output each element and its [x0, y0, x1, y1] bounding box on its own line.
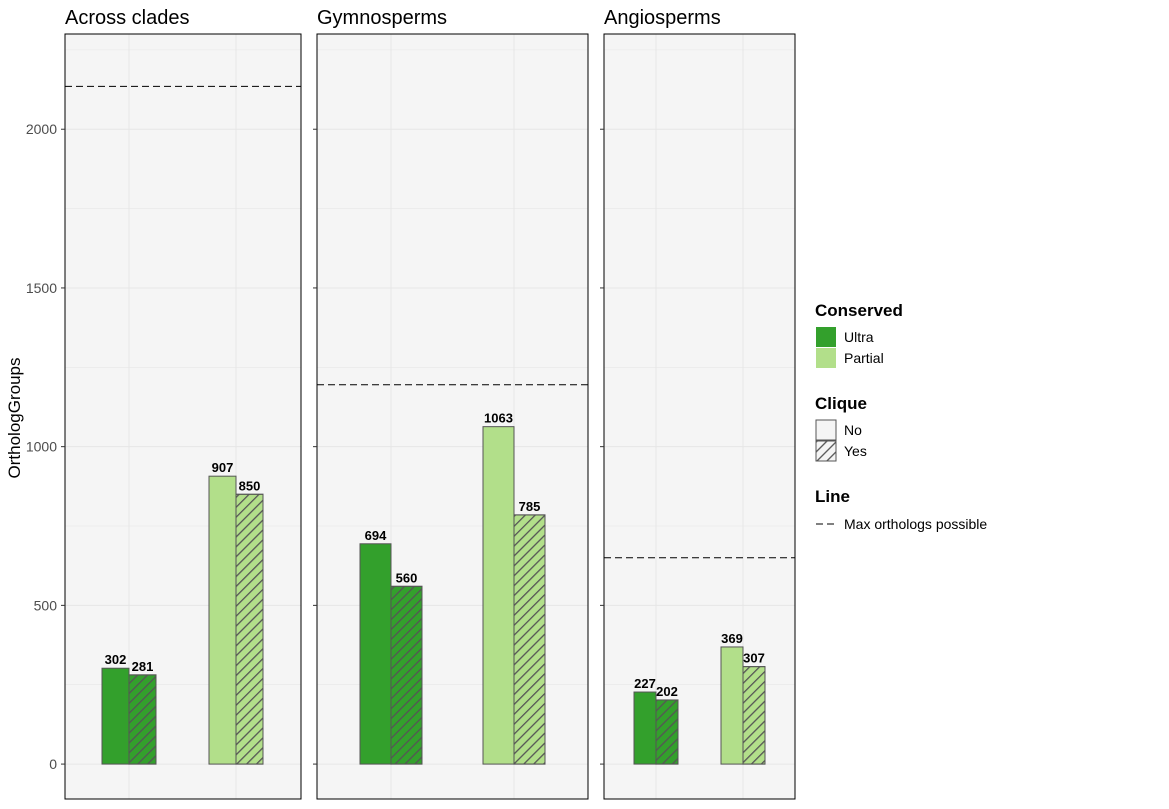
legend-swatch-partial	[816, 348, 836, 368]
legend-title-line: Line	[815, 487, 850, 506]
bar-data-label: 281	[132, 659, 154, 674]
bar-ultra-clique-no	[633, 691, 657, 765]
bar-data-label: 307	[743, 651, 765, 666]
y-axis-title: OrthologGroups	[5, 358, 24, 479]
legend-label: Yes	[844, 443, 867, 459]
panel-border	[316, 33, 589, 800]
y-tick-label: 1500	[26, 280, 57, 296]
y-tick-label: 500	[34, 597, 58, 613]
legend-swatch-clique-no	[815, 419, 837, 441]
legend-label: Ultra	[844, 329, 874, 345]
bar-hatch	[128, 674, 157, 765]
bar-ultra-clique-no	[359, 543, 392, 765]
legend-title-clique: Clique	[815, 394, 867, 413]
bar-hatch	[655, 699, 679, 765]
bar-partial-clique-no	[720, 646, 744, 765]
panel-background	[317, 34, 588, 799]
bar-data-label: 850	[239, 478, 261, 493]
panel-border	[64, 33, 302, 800]
panels-layer: Across clades 302 281 907 850 Gymnosperms 694 5…	[26, 7, 796, 800]
bar-data-label: 560	[396, 570, 418, 585]
bar-partial-clique-no	[482, 426, 515, 765]
bar-hatch	[742, 666, 766, 765]
legend-title-conserved: Conserved	[815, 301, 903, 320]
bar-data-label: 227	[634, 676, 656, 691]
bar-data-label: 1063	[484, 411, 513, 426]
panel-border	[603, 33, 796, 800]
legend-swatch-hatch	[815, 440, 837, 462]
legend-swatch-ultra	[816, 327, 836, 347]
panel-title: Angiosperms	[604, 7, 721, 29]
panel-background	[65, 34, 301, 799]
bar-data-label: 785	[519, 499, 541, 514]
legend-label: Partial	[844, 350, 884, 366]
legend-label: Max orthologs possible	[844, 516, 987, 532]
legend: Conserved Ultra Partial Clique No Yes Line Max …	[815, 301, 987, 532]
y-tick-label: 1000	[26, 439, 57, 455]
bar-data-label: 907	[212, 460, 234, 475]
bar-data-label: 202	[656, 684, 678, 699]
bar-partial-clique-no	[208, 475, 237, 765]
panel-title: Gymnosperms	[317, 7, 447, 29]
bar-hatch	[235, 493, 264, 765]
bar-data-label: 694	[365, 528, 387, 543]
bar-data-label: 302	[105, 652, 127, 667]
bar-data-label: 369	[721, 631, 743, 646]
bar-ultra-clique-no	[101, 667, 130, 765]
panel-background	[604, 34, 795, 799]
y-tick-label: 2000	[26, 121, 57, 137]
y-tick-label: 0	[49, 756, 57, 772]
bar-hatch	[513, 514, 546, 765]
bar-hatch	[390, 585, 423, 765]
panel: Across clades 302 281 907 850	[61, 7, 302, 800]
legend-label: No	[844, 422, 862, 438]
panel: Gymnosperms 694 560 1063 785	[313, 7, 589, 800]
panel-title: Across clades	[65, 7, 190, 29]
